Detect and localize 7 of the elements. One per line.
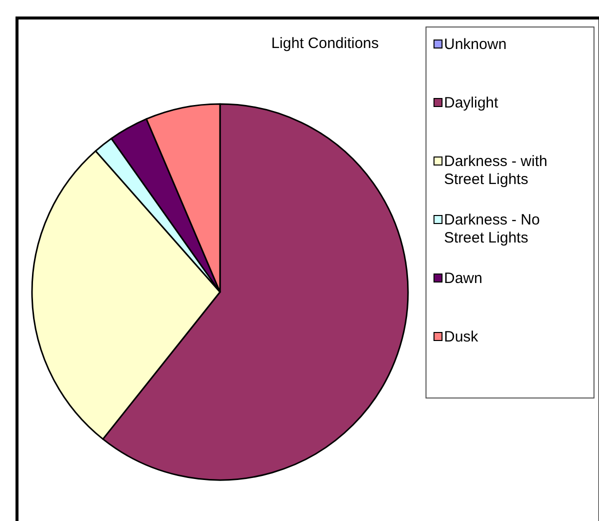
legend-label: Darkness - No Street Lights	[444, 212, 540, 246]
text: Light Conditions	[271, 35, 379, 52]
legend-label: Darkness - with Street Lights	[444, 153, 548, 188]
legend-label: Daylight	[444, 94, 500, 112]
legend-label: Dawn	[444, 270, 482, 287]
legend-label: Dusk	[444, 328, 479, 346]
legend-label: Unknown	[444, 36, 507, 53]
